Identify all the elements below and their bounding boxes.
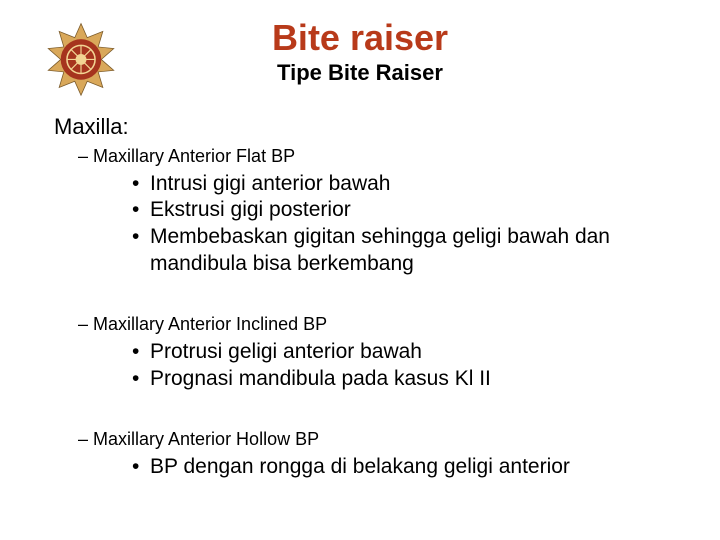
bullet: Ekstrusi gigi posterior: [132, 197, 666, 224]
list-item: Maxillary Anterior Hollow BP: [78, 429, 666, 450]
bullet: BP dengan rongga di belakang geligi ante…: [132, 454, 666, 481]
bullet: Membebaskan gigitan sehingga geligi bawa…: [132, 224, 666, 278]
bullet: Protrusi geligi anterior bawah: [132, 339, 666, 366]
bullet: Intrusi gigi anterior bawah: [132, 171, 666, 198]
bullet: Prognasi mandibula pada kasus Kl II: [132, 366, 666, 393]
list-item: Maxillary Anterior Inclined BP: [78, 314, 666, 335]
bullet-list: BP dengan rongga di belakang geligi ante…: [132, 454, 666, 481]
section-heading: Maxilla:: [54, 114, 666, 140]
logo-emblem: [42, 22, 120, 100]
bullet-list: Intrusi gigi anterior bawah Ekstrusi gig…: [132, 171, 666, 279]
content-area: Maxilla: Maxillary Anterior Flat BP Intr…: [0, 86, 720, 481]
list-item: Maxillary Anterior Flat BP: [78, 146, 666, 167]
bullet-list: Protrusi geligi anterior bawah Prognasi …: [132, 339, 666, 393]
